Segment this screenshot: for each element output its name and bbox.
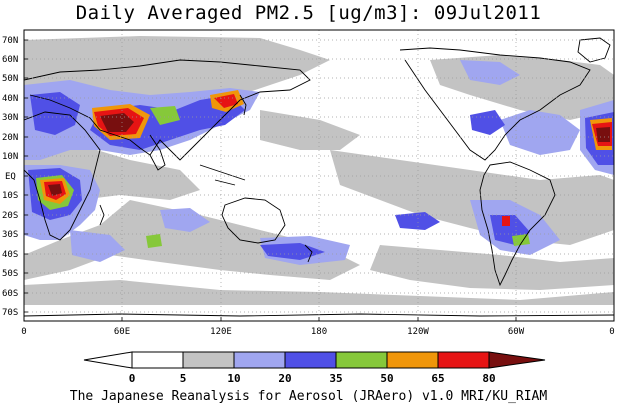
pm25-level-10-20	[24, 60, 614, 265]
colorbar-label-0: 0	[129, 372, 136, 385]
colorbar-label-80: 80	[482, 372, 495, 385]
coastlines	[24, 37, 614, 317]
colorbar-segment-lt0	[83, 351, 133, 369]
map-title: Daily Averaged PM2.5 [ug/m3]: 09Jul2011	[75, 2, 542, 24]
lon-label-60w: 60W	[508, 327, 525, 337]
lat-label-60n: 60N	[2, 55, 18, 65]
lat-ticks	[24, 39, 28, 313]
lat-label-30s: 30S	[2, 230, 18, 240]
lat-label-10n: 10N	[2, 152, 18, 162]
colorbar-segment-65-80	[437, 351, 490, 369]
lon-label-0-west: 0	[21, 327, 26, 337]
colorbar-label-5: 5	[180, 372, 187, 385]
colorbar: 0 5 10 20 35 50 65 80	[83, 351, 546, 385]
lat-label-10s: 10S	[2, 191, 18, 201]
lon-label-120w: 120W	[407, 327, 429, 337]
lat-label-20s: 20S	[2, 211, 18, 221]
lat-labels: 70N 60N 50N 40N 30N 20N 10N EQ 10S 20S 3…	[2, 36, 18, 318]
lat-label-30n: 30N	[2, 113, 18, 123]
lat-label-70n: 70N	[2, 36, 18, 46]
colorbar-label-50: 50	[380, 372, 393, 385]
lon-labels: 0 60E 120E 180 120W 60W 0	[21, 327, 614, 337]
colorbar-segment-5-10	[182, 351, 235, 369]
lat-label-50s: 50S	[2, 269, 18, 279]
lat-label-eq: EQ	[5, 172, 16, 182]
lat-label-20n: 20N	[2, 133, 18, 143]
lat-label-40s: 40S	[2, 250, 18, 260]
colorbar-segment-10-20	[233, 351, 286, 369]
grid-lines	[24, 30, 614, 321]
lat-label-70s: 70S	[2, 308, 18, 318]
lon-label-0-east: 0	[609, 327, 614, 337]
colorbar-segment-gt80	[488, 351, 546, 369]
pm25-level-80-plus	[48, 113, 610, 196]
colorbar-segment-35-50	[335, 351, 388, 369]
colorbar-label-65: 65	[431, 372, 444, 385]
colorbar-segment-0-5	[131, 351, 184, 369]
colorbar-label-20: 20	[278, 372, 291, 385]
lon-ticks	[23, 317, 615, 321]
lon-label-180: 180	[311, 327, 327, 337]
lat-label-50n: 50N	[2, 74, 18, 84]
pm25-field	[24, 36, 614, 305]
colorbar-segment-20-35	[284, 351, 337, 369]
footer-credit: The Japanese Reanalysis for Aerosol (JRA…	[69, 389, 548, 404]
lon-label-120e: 120E	[210, 327, 232, 337]
colorbar-label-35: 35	[329, 372, 342, 385]
colorbar-segment-50-65	[386, 351, 439, 369]
lat-label-60s: 60S	[2, 289, 18, 299]
pm25-level-5-10	[24, 36, 614, 305]
colorbar-label-10: 10	[227, 372, 240, 385]
lon-label-60e: 60E	[114, 327, 130, 337]
lat-label-40n: 40N	[2, 94, 18, 104]
